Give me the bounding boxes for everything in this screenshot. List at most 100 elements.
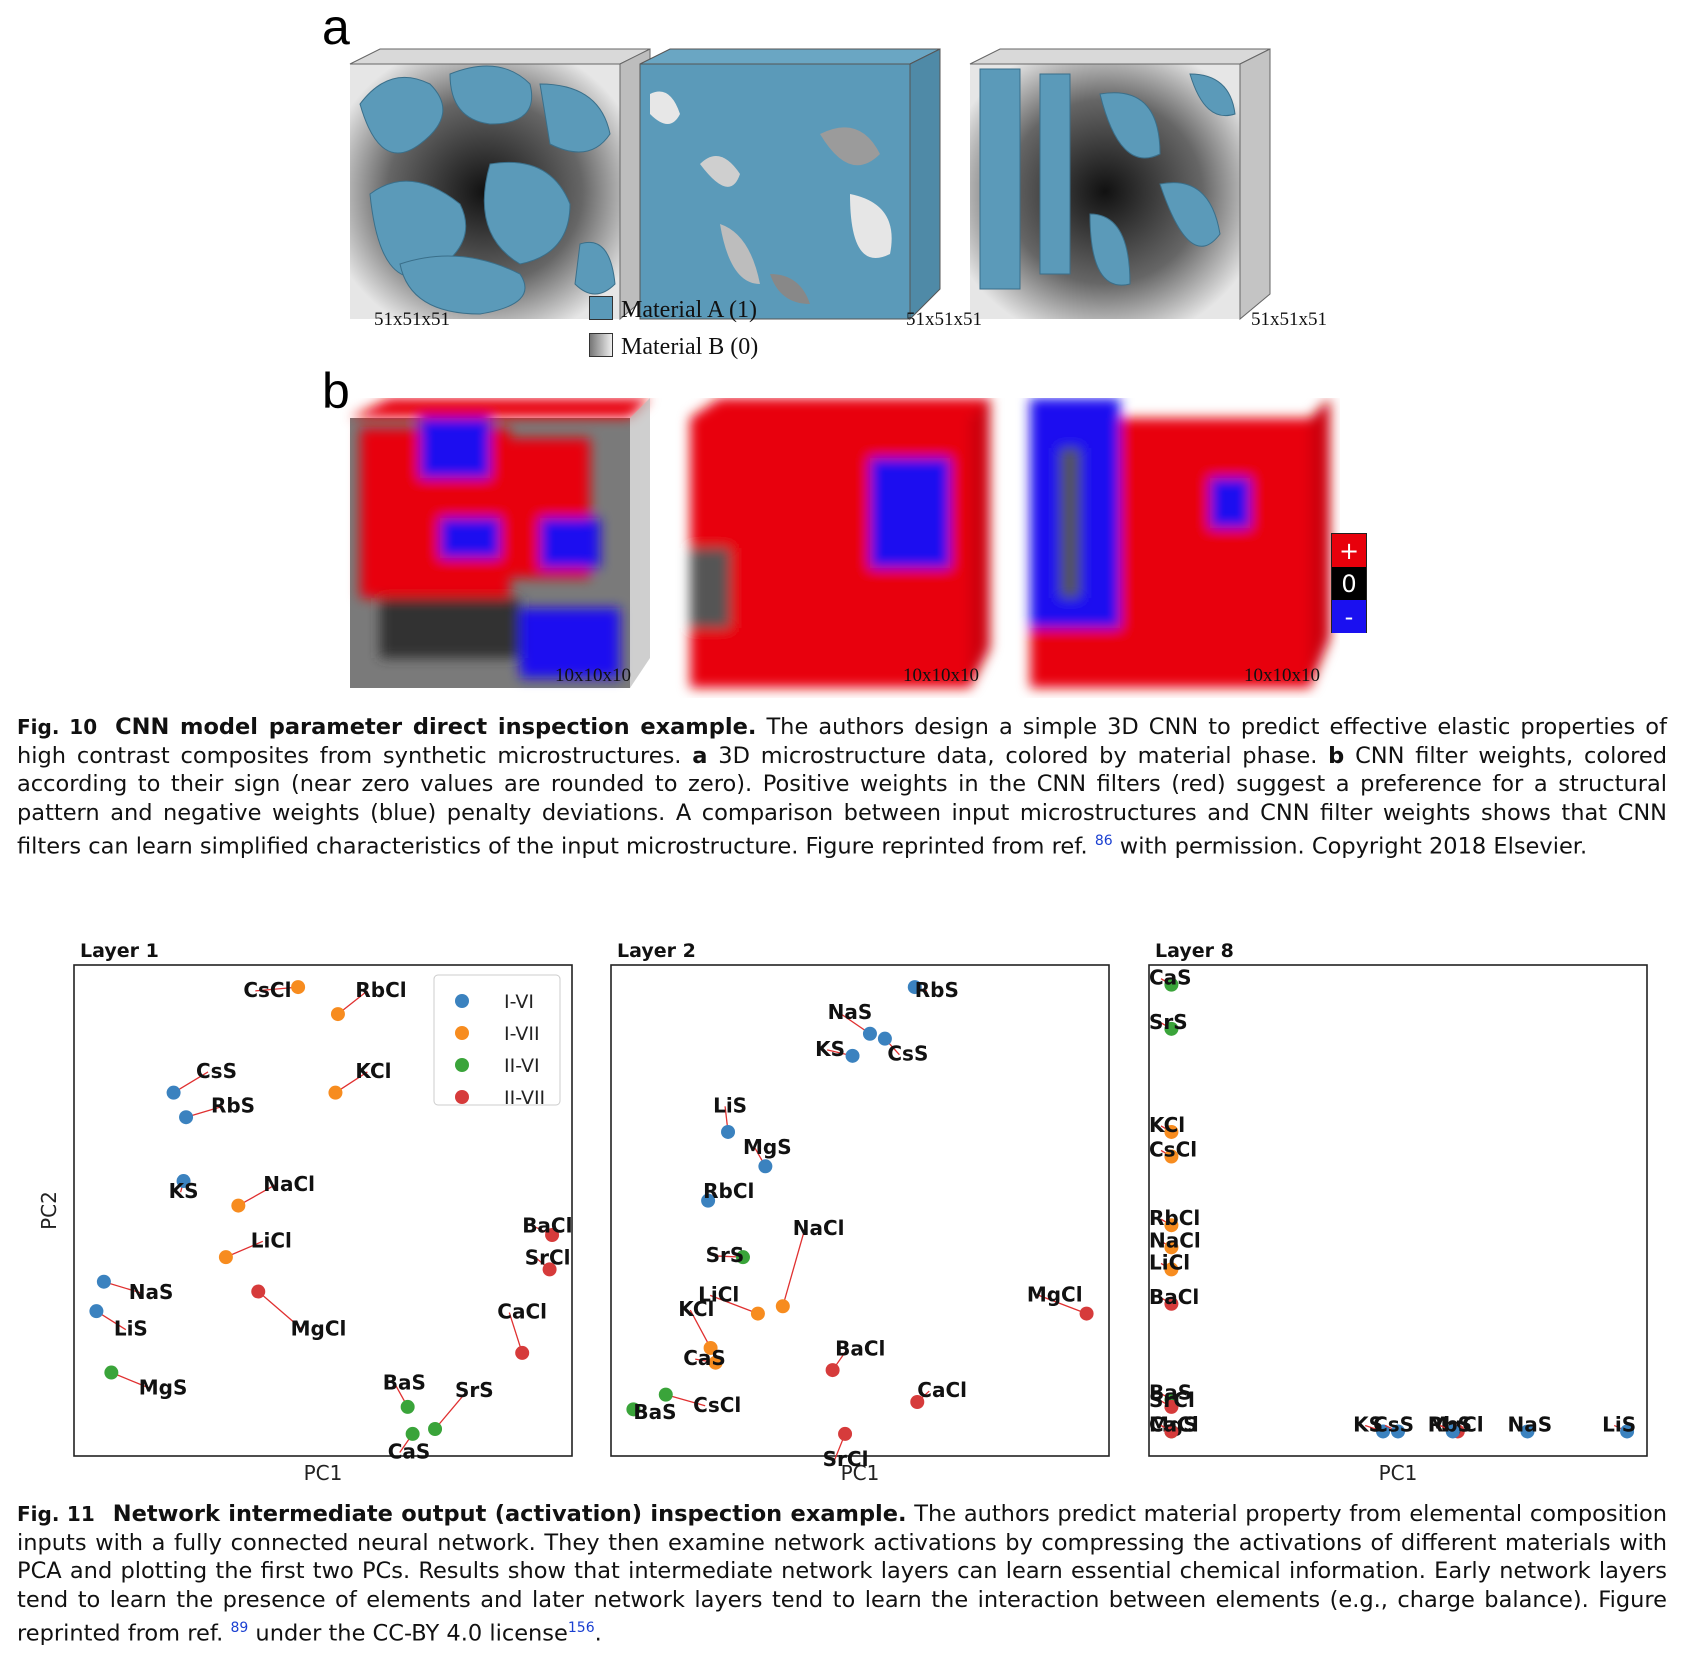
point-label: NaS [129,1280,174,1304]
data-point [708,1355,723,1370]
point-label: RbS [211,1093,255,1117]
point-label: LiCl [1149,1250,1190,1274]
cube-a1 [349,48,651,321]
point-label: KCl [1149,1113,1185,1137]
fig10-text-2: 3D microstructure data, colored by mater… [707,742,1329,769]
data-point [1164,1296,1179,1311]
point-label: LiS [713,1093,747,1117]
annotation-arrow [434,1390,468,1430]
point-label: KCl [355,1059,391,1083]
legend-material-a: Material A (1) [589,296,757,324]
data-point [907,980,922,995]
data-point [1164,1424,1179,1439]
point-label: NaCl [263,1172,315,1196]
fig10-text-4: with permission. Copyright 2018 Elsevier… [1112,833,1588,860]
point-label: CsS [887,1042,928,1066]
cube-b1 [350,398,650,688]
point-label: NaS [1508,1412,1553,1436]
legend-swatch-a [589,296,613,320]
fig10-caption: Fig. 10 CNN model parameter direct inspec… [17,713,1667,861]
scale-plus: + [1332,534,1366,567]
cube-b3 [1030,398,1330,688]
annotation-arrow [689,1309,712,1349]
point-label: BaS [633,1400,676,1424]
legend-marker [455,1026,469,1040]
scale-minus: - [1332,600,1366,633]
cube-a2 [639,48,941,321]
data-point [1376,1424,1391,1439]
point-label: BaS [383,1371,426,1395]
legend-entry: I-VI [504,991,534,1013]
point-label: CaCl [917,1378,967,1402]
point-label: KS [815,1037,845,1061]
point-label: LiS [1602,1412,1636,1436]
panel-letter-a: a [322,0,350,55]
point-label: CaS [683,1346,726,1370]
scale-zero: 0 [1332,567,1366,600]
point-label: CsS [1373,1412,1414,1436]
fig11-text-1: The authors predict material property fr… [17,1501,1668,1647]
data-point [104,1365,119,1380]
fig10-b-ref: b [1328,742,1345,769]
point-label: CsCl [693,1393,741,1417]
data-point [96,1274,111,1289]
data-point [1164,1240,1179,1255]
fig10-a-ref: a [692,742,708,769]
point-label: KS [169,1179,199,1203]
data-point [231,1198,246,1213]
point-label: RbS [915,978,959,1002]
fig10-text-3: CNN filter weights, colored according to… [17,742,1667,860]
fig11-citation-1[interactable]: 89 [230,1620,249,1636]
data-point [179,1110,194,1125]
point-label: RbCl [1149,1206,1200,1230]
data-point [838,1426,853,1441]
legend-entry: II-VI [504,1055,540,1077]
plot-title: Layer 2 [617,940,696,962]
fig11-label: Fig. 11 [17,1502,95,1526]
data-point [176,1174,191,1189]
point-label: LiCl [698,1282,739,1306]
annotation-arrow [1038,1294,1087,1315]
annotation-arrow [709,1294,759,1315]
data-point [545,1228,560,1243]
point-label: CaCl [1149,1412,1199,1436]
fig11-title: Network intermediate output (activation)… [112,1501,907,1527]
point-label: BaCl [1149,1285,1199,1309]
fig11-citation-2[interactable]: 156 [567,1620,595,1636]
point-label: MgS [743,1135,792,1159]
data-point [428,1421,443,1436]
cube-b1-size: 10x10x10 [555,665,631,686]
annotation-arrow [782,1228,806,1307]
plot-frame [1148,964,1648,1457]
cube-b3-size: 10x10x10 [1244,665,1320,686]
y-axis-label: PC2 [37,1191,61,1230]
fig10-title: CNN model parameter direct inspection ex… [115,714,757,740]
scatter-layer-2: Layer 2 PC1 RbS NaS CsS KS RbCl LiS MgS NaCl SrS Li… [610,940,1110,1485]
data-point [910,1394,925,1409]
data-point [1164,1218,1179,1233]
data-point [1164,977,1179,992]
point-label: MgS [139,1376,188,1400]
data-point [825,1363,840,1378]
annotation-arrow [111,1371,151,1390]
panel-letter-b: b [322,363,350,419]
point-label: NaCl [793,1216,845,1240]
plot-frame [73,964,573,1457]
point-label: MgCl [1027,1282,1083,1306]
data-point [166,1085,181,1100]
data-point [405,1426,420,1441]
filter-weight-cubes-b [350,398,1330,688]
data-point [1164,1149,1179,1164]
fig10-citation[interactable]: 86 [1094,833,1113,849]
annotation-arrow [255,986,299,992]
point-label: CsS [196,1059,237,1083]
data-point [1164,1399,1179,1414]
x-axis-label: PC1 [1379,1461,1418,1485]
data-point [1079,1306,1094,1321]
point-label: SrS [455,1378,494,1402]
data-point [1164,1124,1179,1139]
cube-a1-size: 51x51x51 [374,309,450,330]
cube-b2-size: 10x10x10 [903,665,979,686]
scatter-layer-1: Layer 1 PC1 PC2 CsCl RbCl CsS RbS KCl KS NaCl LiCl… [37,940,573,1485]
